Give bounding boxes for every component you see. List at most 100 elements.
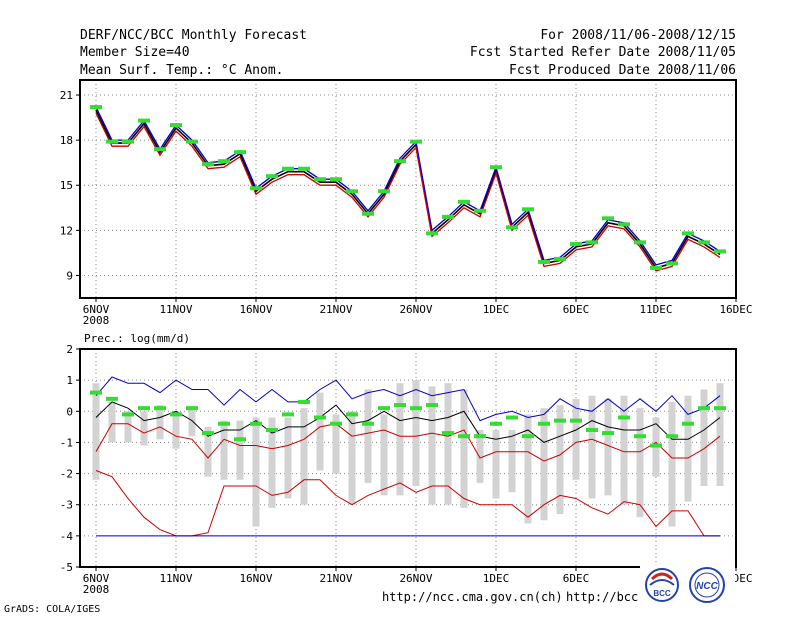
x-tick-label: 11DEC bbox=[639, 303, 672, 316]
x-tick-label: 11NOV bbox=[159, 303, 192, 316]
observed-marker bbox=[698, 406, 710, 411]
range-bar bbox=[508, 429, 516, 493]
range-bar bbox=[108, 401, 116, 443]
series-line-max bbox=[95, 376, 721, 422]
observed-marker bbox=[138, 406, 150, 411]
url-ncc[interactable]: http://ncc.cma.gov.cn(ch) bbox=[382, 590, 563, 604]
observed-marker bbox=[410, 406, 422, 411]
observed-marker bbox=[554, 256, 566, 261]
range-bar bbox=[716, 383, 724, 487]
observed-marker bbox=[618, 222, 630, 227]
ncc-logo: NCC bbox=[689, 567, 725, 603]
observed-marker bbox=[442, 431, 454, 436]
observed-marker bbox=[170, 123, 182, 128]
plot-frame bbox=[79, 348, 737, 568]
range-bar bbox=[268, 417, 276, 508]
range-bar bbox=[284, 417, 292, 499]
url-bcc[interactable]: http://bcc. bbox=[566, 590, 646, 604]
observed-marker bbox=[106, 139, 118, 144]
range-bar bbox=[156, 405, 164, 440]
y-tick-label: -5 bbox=[60, 561, 73, 574]
x-tick-label: 26NOV bbox=[399, 303, 432, 316]
observed-marker bbox=[458, 434, 470, 439]
y-tick-label: 2 bbox=[66, 343, 73, 356]
x-tick-label: 11NOV bbox=[159, 572, 192, 585]
observed-marker bbox=[106, 396, 118, 401]
range-bar bbox=[172, 411, 180, 449]
observed-marker bbox=[714, 249, 726, 254]
observed-marker bbox=[602, 216, 614, 221]
x-tick-label: 16NOV bbox=[239, 572, 272, 585]
range-bar bbox=[236, 420, 244, 480]
observed-marker bbox=[410, 139, 422, 144]
observed-marker bbox=[218, 159, 230, 164]
range-bar bbox=[684, 395, 692, 502]
observed-marker bbox=[218, 421, 230, 426]
range-bar bbox=[92, 383, 100, 480]
range-bar bbox=[588, 395, 596, 499]
observed-marker bbox=[634, 434, 646, 439]
range-bar bbox=[572, 398, 580, 480]
series-line-min bbox=[95, 470, 720, 537]
range-bar bbox=[668, 401, 676, 527]
ncc-logo-text: NCC bbox=[696, 581, 718, 592]
observed-marker bbox=[474, 434, 486, 439]
range-bar bbox=[124, 411, 132, 443]
observed-marker bbox=[618, 415, 630, 420]
range-bar bbox=[140, 411, 148, 446]
observed-marker bbox=[698, 240, 710, 245]
y-tick-label: 1 bbox=[66, 374, 73, 387]
range-bar bbox=[476, 429, 484, 483]
range-bar bbox=[220, 420, 228, 480]
observed-marker bbox=[586, 427, 598, 432]
forecast-period: For 2008/11/06-2008/12/15 bbox=[540, 28, 736, 43]
observed-marker bbox=[202, 431, 214, 436]
range-bar bbox=[188, 408, 196, 437]
range-bar bbox=[300, 408, 308, 505]
x-tick-sublabel: 2008 bbox=[83, 314, 110, 327]
range-bar bbox=[396, 383, 404, 496]
x-tick-label: 6DEC bbox=[563, 303, 590, 316]
observed-marker bbox=[234, 437, 246, 442]
observed-marker bbox=[122, 139, 134, 144]
bcc-logo: BCC bbox=[645, 568, 679, 602]
range-bar bbox=[348, 411, 356, 505]
observed-marker bbox=[570, 418, 582, 423]
observed-marker bbox=[522, 434, 534, 439]
observed-marker bbox=[298, 399, 310, 404]
range-bar bbox=[700, 389, 708, 487]
observed-marker bbox=[282, 166, 294, 171]
observed-marker bbox=[234, 150, 246, 155]
observed-marker bbox=[666, 261, 678, 266]
observed-marker bbox=[570, 241, 582, 246]
y-tick-label: -1 bbox=[60, 436, 73, 449]
observed-marker bbox=[394, 159, 406, 164]
range-bar bbox=[428, 386, 436, 505]
x-tick-label: 6NOV bbox=[83, 572, 110, 585]
observed-marker bbox=[122, 412, 134, 417]
observed-marker bbox=[330, 177, 342, 182]
range-bar bbox=[556, 405, 564, 515]
observed-marker bbox=[314, 415, 326, 420]
grads-credit: GrADS: COLA/IGES bbox=[4, 604, 101, 615]
observed-marker bbox=[346, 412, 358, 417]
observed-marker bbox=[650, 443, 662, 448]
series-line-p25 bbox=[95, 423, 721, 462]
range-bar bbox=[412, 380, 420, 487]
range-bar bbox=[364, 389, 372, 483]
range-bar bbox=[492, 429, 500, 499]
observed-marker bbox=[666, 434, 678, 439]
series-line-mean bbox=[95, 401, 721, 443]
x-tick-label: 21NOV bbox=[319, 303, 352, 316]
y-tick-label: 0 bbox=[66, 405, 73, 418]
range-bar bbox=[332, 414, 340, 474]
observed-marker bbox=[714, 406, 726, 411]
observed-marker bbox=[538, 421, 550, 426]
range-bar bbox=[604, 398, 612, 496]
observed-marker bbox=[442, 214, 454, 219]
chart-title: DERF/NCC/BCC Monthly Forecast bbox=[80, 28, 307, 43]
range-bar bbox=[540, 408, 548, 521]
observed-marker bbox=[490, 421, 502, 426]
observed-marker bbox=[138, 118, 150, 123]
